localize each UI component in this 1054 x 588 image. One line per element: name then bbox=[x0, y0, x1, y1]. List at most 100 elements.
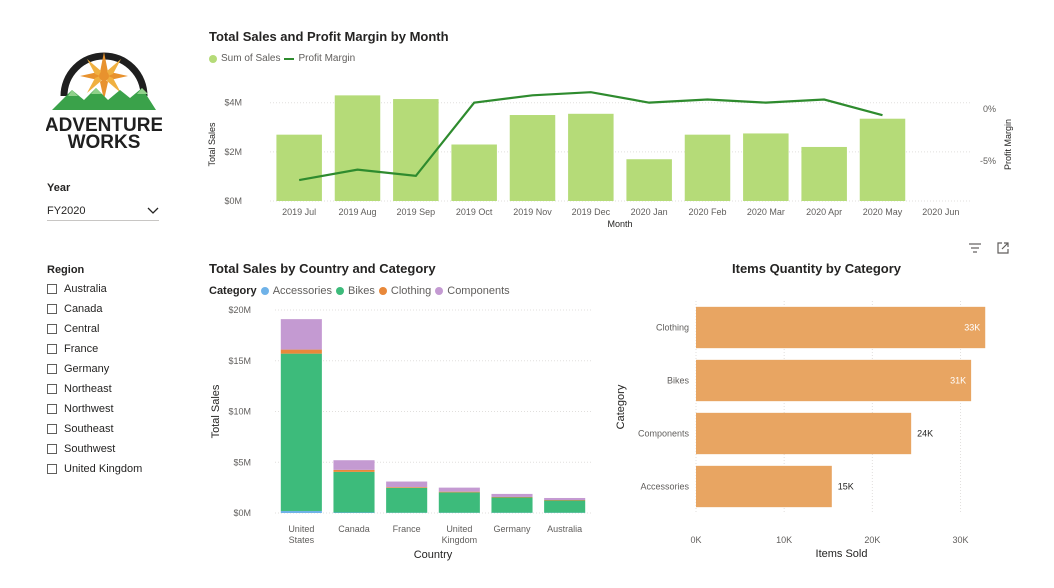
region-item[interactable]: Southwest bbox=[47, 439, 187, 459]
y-tick-label: $0M bbox=[224, 196, 242, 206]
logo-graphic: ADVENTURE WORKS bbox=[45, 52, 163, 153]
region-item[interactable]: Canada bbox=[47, 299, 187, 319]
y-axis-title: Category bbox=[615, 384, 627, 429]
y-tick-label: Components bbox=[638, 429, 690, 439]
sales-bar bbox=[743, 133, 789, 201]
y-tick-label: Bikes bbox=[667, 376, 690, 386]
stacked-bar-segment bbox=[333, 512, 375, 513]
legend-dot bbox=[378, 287, 387, 295]
legend-label: Bikes bbox=[347, 285, 375, 297]
sales-bar bbox=[684, 134, 731, 201]
x-tick-label: 20K bbox=[864, 535, 880, 545]
country-legend: Category Accessories Bikes Clothing Comp… bbox=[209, 285, 510, 297]
legend-dot bbox=[209, 54, 217, 63]
region-label: Canada bbox=[64, 303, 103, 315]
quantity-bar bbox=[696, 306, 986, 349]
x-tick-label: 2020 Jan bbox=[631, 207, 668, 217]
quantity-bar bbox=[696, 359, 972, 402]
y-tick-label: $10M bbox=[228, 407, 251, 417]
legend-label: Sum of Sales bbox=[221, 53, 281, 64]
y2-tick-label: 0% bbox=[983, 104, 996, 114]
checkbox[interactable] bbox=[47, 304, 57, 314]
y-tick-label: $4M bbox=[224, 98, 242, 108]
legend-label: Components bbox=[447, 285, 510, 297]
region-item[interactable]: Australia bbox=[47, 279, 187, 299]
x-tick-label: 0K bbox=[690, 535, 701, 545]
x-tick-label: 2019 Dec bbox=[572, 207, 611, 217]
sun-icon bbox=[80, 52, 128, 100]
y-tick-label: Accessories bbox=[640, 482, 689, 492]
region-item[interactable]: United Kingdom bbox=[47, 459, 187, 479]
legend-title: Category bbox=[209, 285, 257, 297]
y-tick-label: $20M bbox=[228, 305, 251, 315]
checkbox[interactable] bbox=[47, 424, 57, 434]
quantity-chart[interactable]: 0K 10K 20K 30K Clothing 33K Bikes 31K Components… bbox=[605, 295, 1025, 565]
stacked-bar-segment bbox=[386, 487, 428, 488]
checkbox[interactable] bbox=[47, 284, 57, 294]
region-item[interactable]: Southeast bbox=[47, 419, 187, 439]
x-tick-label: 2019 Aug bbox=[338, 207, 376, 217]
profit-margin-line bbox=[298, 91, 883, 182]
checkbox[interactable] bbox=[47, 344, 57, 354]
checkbox[interactable] bbox=[47, 404, 57, 414]
x-tick-label: France bbox=[393, 524, 421, 534]
x-tick-label: United bbox=[288, 524, 314, 534]
mountain-icon bbox=[52, 88, 156, 110]
checkbox[interactable] bbox=[47, 364, 57, 374]
region-label: Central bbox=[64, 323, 100, 335]
x-tick-label: Canada bbox=[338, 524, 370, 534]
stacked-bar-segment bbox=[280, 510, 322, 513]
region-label: France bbox=[64, 343, 99, 355]
stacked-bar-segment bbox=[438, 492, 480, 513]
quantity-bar bbox=[696, 412, 912, 455]
stacked-bar-segment bbox=[491, 493, 533, 497]
x-axis-title: Month bbox=[607, 219, 632, 229]
stacked-bar-segment bbox=[386, 487, 428, 513]
region-list: Australia Canada Central France Germany … bbox=[47, 279, 187, 479]
monthly-sales-chart[interactable]: $0M $2M $4M 0% -5% 2019 Jul 2019 Aug 2019 Sep 20… bbox=[205, 80, 1035, 230]
y2-tick-label: -5% bbox=[980, 156, 996, 166]
x-tick-label: United bbox=[446, 524, 472, 534]
region-item[interactable]: Northwest bbox=[47, 399, 187, 419]
x-tick-label: 30K bbox=[953, 535, 969, 545]
monthly-legend: Sum of Sales Profit Margin bbox=[209, 53, 355, 64]
x-tick-label: 2020 Feb bbox=[688, 207, 726, 217]
region-item[interactable]: Central bbox=[47, 319, 187, 339]
year-slicer-title: Year bbox=[47, 182, 71, 194]
y2-axis-title: Profit Margin bbox=[1003, 119, 1013, 170]
y-axis-title: Total Sales bbox=[207, 122, 217, 167]
y-tick-label: $2M bbox=[224, 147, 242, 157]
stacked-bar-segment bbox=[544, 500, 586, 513]
x-tick-label: 2020 May bbox=[863, 207, 903, 217]
stacked-bar-segment bbox=[333, 469, 375, 472]
legend-line-icon bbox=[284, 57, 295, 60]
sales-bar bbox=[509, 115, 556, 201]
year-dropdown[interactable]: FY2020 bbox=[47, 202, 159, 221]
sales-bar bbox=[276, 134, 322, 201]
sales-bar bbox=[859, 118, 906, 201]
region-label: Germany bbox=[64, 363, 110, 375]
region-item[interactable]: Northeast bbox=[47, 379, 187, 399]
region-item[interactable]: France bbox=[47, 339, 187, 359]
adventure-works-logo: ADVENTURE WORKS bbox=[45, 38, 163, 153]
focus-mode-icon[interactable] bbox=[996, 241, 1010, 255]
checkbox[interactable] bbox=[47, 324, 57, 334]
sales-bar bbox=[568, 113, 614, 201]
stacked-bar-segment bbox=[438, 487, 480, 492]
stacked-bar-segment bbox=[544, 497, 586, 501]
checkbox[interactable] bbox=[47, 384, 57, 394]
region-label: Australia bbox=[64, 283, 107, 295]
stacked-bar-segment bbox=[491, 497, 533, 513]
x-tick-label: 2020 Jun bbox=[922, 207, 959, 217]
y-tick-label: $5M bbox=[233, 457, 251, 467]
checkbox[interactable] bbox=[47, 444, 57, 454]
filter-icon[interactable] bbox=[968, 242, 982, 254]
stacked-bar-segment bbox=[544, 500, 586, 501]
logo-line1: ADVENTURE bbox=[46, 115, 162, 136]
region-item[interactable]: Germany bbox=[47, 359, 187, 379]
quantity-chart-title: Items Quantity by Category bbox=[732, 261, 902, 276]
stacked-bar-segment bbox=[333, 460, 375, 470]
year-dropdown-value: FY2020 bbox=[47, 205, 86, 217]
checkbox[interactable] bbox=[47, 464, 57, 474]
